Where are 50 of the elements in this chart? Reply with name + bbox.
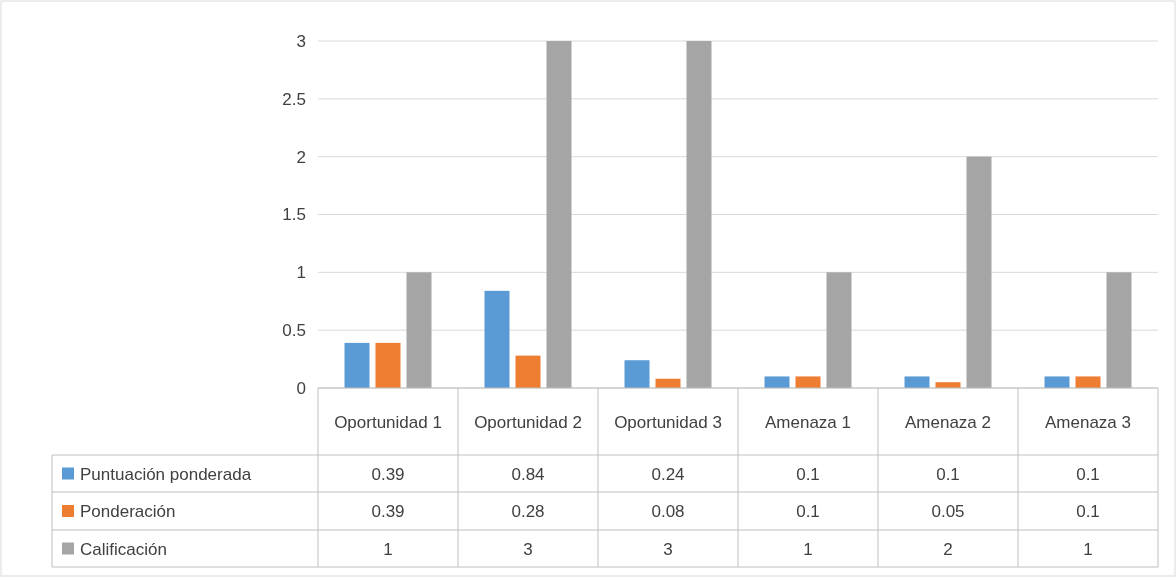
bar [624,360,650,388]
y-tick-label: 0 [296,378,306,398]
bar [686,41,712,388]
bar [966,156,992,388]
x-tick-label: Amenaza 2 [905,413,991,432]
bar [1106,272,1132,388]
data-label: 3 [663,539,673,559]
data-label: 0.84 [511,464,545,484]
bar [484,290,510,388]
y-tick-label: 2.5 [282,89,306,109]
y-tick-label: 0.5 [282,321,306,341]
bar [406,272,432,388]
data-label: 1 [803,539,813,559]
data-label: 3 [523,539,533,559]
x-tick-label: Amenaza 1 [765,413,851,432]
bar [904,376,930,388]
data-label: 1 [1083,539,1093,559]
bar [546,41,572,388]
data-label: 2 [943,539,953,559]
y-tick-label: 1 [296,263,306,283]
x-tick-label: Oportunidad 1 [334,413,442,432]
data-label: 0.39 [371,464,405,484]
legend-label: Calificación [80,539,167,559]
y-tick-label: 2 [296,147,306,167]
x-tick-label: Oportunidad 2 [474,413,582,432]
bar [1044,376,1070,388]
data-label: 0.05 [931,502,965,521]
data-label: 0.24 [651,464,685,484]
bar [826,272,852,388]
data-label: 0.1 [1076,464,1100,484]
bar [795,376,821,388]
data-label: 0.1 [1076,502,1100,521]
data-label: 0.1 [796,464,820,484]
data-label: 0.08 [651,502,685,521]
data-label: 0.39 [371,502,405,521]
data-label: 0.1 [796,502,820,521]
y-tick-label: 1.5 [282,205,306,225]
bar [764,376,790,388]
legend-label: Puntuación ponderada [80,464,252,484]
bar [515,355,541,388]
data-label: 0.1 [936,464,960,484]
y-tick-label: 3 [296,31,306,51]
x-tick-label: Oportunidad 3 [614,413,722,432]
data-label: 0.28 [511,502,545,521]
x-tick-label: Amenaza 3 [1045,413,1131,432]
bar [1075,376,1101,388]
data-label: 1 [383,539,393,559]
legend-label: Ponderación [80,502,176,521]
bar [344,342,370,388]
bar [375,342,401,388]
